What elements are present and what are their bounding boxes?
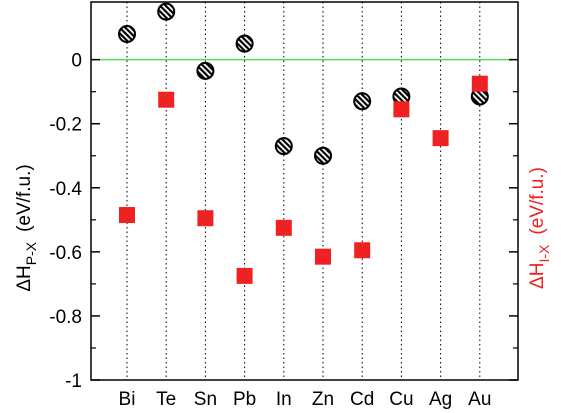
point-square-te [158,91,175,108]
point-hatched-cd [353,92,372,111]
point-square-sn [197,210,214,227]
xtick-label-pb: Pb [233,389,256,410]
ytick-label: -0.4 [49,179,82,200]
ytick-label: -0.2 [49,115,82,136]
plot-frame [90,1,519,381]
xtick-label-sn: Sn [194,389,217,410]
data-marks [118,2,489,284]
ytick-label: -0.6 [49,243,82,264]
point-square-au [471,75,488,92]
point-square-cu [393,101,410,118]
ytick-label: -0.8 [49,307,82,328]
y-axis-label-right: ΔHI-X(eV/f.u.) [527,167,552,289]
point-hatched-in [274,137,293,156]
xtick-label-au: Au [468,389,491,410]
axis-ticks: 0 -0.2 -0.4 -0.6 -0.8 -1 Bi Te Sn Pb In Zn Cd Cu Ag Au [49,51,518,410]
ytick-label: 0 [71,51,82,72]
point-hatched-bi [118,25,136,44]
point-square-ag [432,130,449,147]
y-axis-label-left: ΔHP-X(eV/f.u.) [14,164,39,291]
point-hatched-te [157,2,176,21]
xtick-label-zn: Zn [312,389,334,410]
point-square-pb [236,267,253,284]
ytick-label: -1 [65,371,82,392]
xtick-label-cu: Cu [389,389,413,410]
point-square-in [275,219,292,236]
point-hatched-pb [235,34,254,53]
point-square-bi [119,207,135,224]
point-square-cd [354,242,371,259]
xtick-label-ag: Ag [429,389,452,410]
point-hatched-zn [314,146,332,165]
vertical-gridlines [126,2,481,380]
xtick-label-cd: Cd [350,389,374,410]
point-hatched-sn [196,61,215,80]
xtick-label-te: Te [156,389,176,410]
xtick-label-in: In [276,389,292,410]
point-square-zn [315,248,331,265]
xtick-label-bi: Bi [119,389,136,410]
